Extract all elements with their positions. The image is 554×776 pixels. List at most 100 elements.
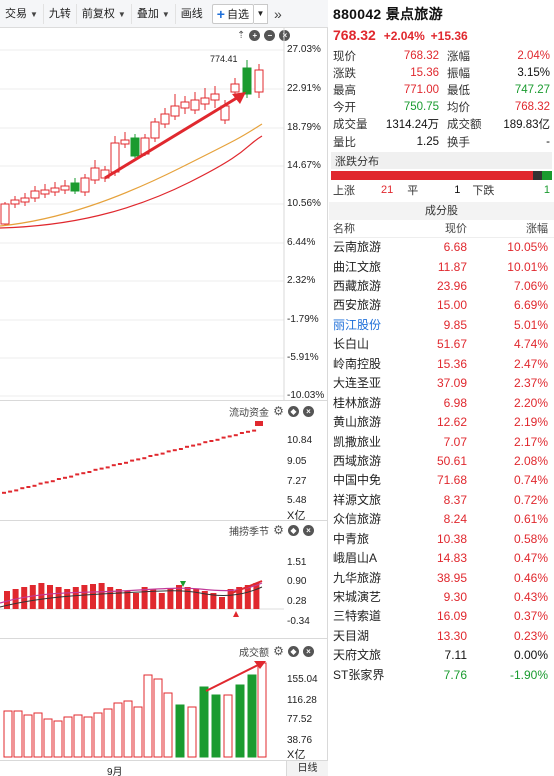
list-item[interactable]: 宋城演艺 9.30 0.43% (329, 588, 554, 607)
quote-value: 747.27 (514, 83, 550, 96)
list-item[interactable]: 祥源文旅 8.37 0.72% (329, 491, 554, 510)
settings-icon[interactable]: ◆ (288, 646, 299, 657)
gear-icon[interactable]: ⚙ (273, 523, 284, 537)
season-bar (158, 593, 165, 609)
candle-body (70, 182, 80, 192)
close-icon[interactable]: × (303, 525, 314, 536)
list-item[interactable]: 西藏旅游 23.96 7.06% (329, 277, 554, 296)
settings-icon[interactable]: ◆ (288, 525, 299, 536)
volume-pane-controls: 成交额 ⚙ ◆ × (239, 644, 314, 659)
component-change: 0.00% (513, 648, 548, 663)
trade-label: 交易 (5, 7, 27, 20)
close-icon[interactable]: × (303, 406, 314, 417)
add-watchlist-dropdown[interactable]: ▼ (253, 3, 268, 24)
flow-pane[interactable]: 流动资金 ⚙ ◆ × 10.84 9.05 7.27 5.48 X亿 (0, 400, 328, 522)
candle-body (50, 187, 60, 193)
header-name[interactable]: 名称 (333, 223, 355, 236)
season-tick: 0.28 (287, 596, 307, 607)
quote-value: 2.04% (517, 49, 550, 62)
trade-button[interactable]: 交易 ▼ (0, 3, 44, 24)
trend-arrow (231, 580, 263, 594)
list-item[interactable]: 凯撒旅业 7.07 2.17% (329, 433, 554, 452)
quote-value: - (546, 135, 550, 148)
chart-area[interactable]: 交易 ▼ 九转 前复权 ▼ 叠加 ▼ 画线 + 自选 ▼ » ⇡ + − × 27.03… (0, 0, 328, 776)
pct-tick: 10.56% (287, 198, 321, 209)
price-line: 768.32 +2.04% +15.36 (333, 27, 550, 43)
adjust-label: 前复权 (81, 7, 115, 20)
zoom-in-icon[interactable]: + (249, 30, 261, 41)
close-icon[interactable]: × (279, 30, 291, 41)
season-bar (176, 585, 182, 609)
pct-tick: 2.32% (287, 275, 316, 286)
list-item[interactable]: 大连圣亚 37.09 2.37% (329, 374, 554, 393)
volume-bar (257, 662, 267, 758)
candle-body (210, 93, 220, 101)
volume-bar (187, 706, 197, 758)
price-chart-pane[interactable]: ⇡ + − × 27.03% 22.91% 18.79% 14.67% 10.5… (0, 28, 328, 401)
component-name: 凯撒旅业 (333, 434, 382, 449)
scroll-up-icon[interactable]: ⇡ (237, 30, 246, 41)
list-item[interactable]: 九华旅游 38.95 0.46% (329, 569, 554, 588)
list-item[interactable]: 丽江股份 9.85 5.01% (329, 316, 554, 335)
volume-tick: 77.52 (287, 714, 313, 725)
volume-bar (223, 694, 233, 758)
gear-icon[interactable]: ⚙ (273, 404, 284, 418)
pct-tick: 27.03% (287, 44, 321, 55)
quote-value: 15.36 (410, 66, 439, 79)
nine-turn-button[interactable]: 九转 (44, 3, 77, 24)
settings-icon[interactable]: ◆ (288, 406, 299, 417)
list-item[interactable]: 天目湖 13.30 0.23% (329, 627, 554, 646)
header-price[interactable]: 现价 (445, 223, 467, 236)
price-change: +15.36 (430, 29, 468, 43)
volume-bar (63, 716, 73, 758)
season-pane[interactable]: 捕捞季节 ⚙ ◆ × 1.51 0.90 0.28 -0.34 (0, 520, 328, 638)
expand-icon[interactable]: » (273, 5, 282, 22)
list-item[interactable]: 西域旅游 50.61 2.08% (329, 452, 554, 471)
nine-turn-label: 九转 (48, 7, 71, 20)
list-item[interactable]: 云南旅游 6.68 10.05% (329, 238, 554, 257)
component-change: 2.37% (513, 376, 548, 391)
volume-bar (153, 678, 163, 758)
flow-pane-controls: 流动资金 ⚙ ◆ × (229, 404, 314, 419)
add-watchlist-button[interactable]: + 自选 (211, 3, 254, 24)
volume-bar (73, 714, 83, 758)
adjust-button[interactable]: 前复权 ▼ (77, 3, 132, 24)
component-change: 0.58% (513, 531, 548, 546)
list-item[interactable]: 三特索道 16.09 0.37% (329, 607, 554, 626)
list-item[interactable]: ST张家界 7.76 -1.90% (329, 666, 554, 685)
component-price: 11.87 (437, 259, 467, 274)
list-item[interactable]: 桂林旅游 6.98 2.20% (329, 394, 554, 413)
quote-row: 最高 771.00 最低 747.27 (331, 81, 552, 98)
list-item[interactable]: 西安旅游 15.00 6.69% (329, 296, 554, 315)
list-item[interactable]: 长白山 51.67 4.74% (329, 335, 554, 354)
component-change: 2.47% (513, 356, 548, 371)
season-bar (47, 585, 53, 609)
component-name: 云南旅游 (333, 240, 382, 255)
header-change[interactable]: 涨幅 (526, 223, 548, 236)
list-item[interactable]: 众信旅游 8.24 0.61% (329, 510, 554, 529)
season-bar (193, 589, 200, 609)
component-change: 4.74% (513, 337, 548, 352)
overlay-button[interactable]: 叠加 ▼ (132, 3, 176, 24)
volume-pane[interactable]: 成交额 ⚙ ◆ × 155.04 116.28 77.52 38.76 X亿 (0, 638, 328, 761)
season-bar (29, 585, 36, 609)
component-name: 大连圣亚 (333, 376, 382, 391)
volume-bar (211, 694, 221, 758)
list-item[interactable]: 黄山旅游 12.62 2.19% (329, 413, 554, 432)
list-item[interactable]: 中青旅 10.38 0.58% (329, 530, 554, 549)
list-item[interactable]: 峨眉山A 14.83 0.47% (329, 549, 554, 568)
component-price: 71.68 (436, 473, 467, 488)
component-price: 8.24 (443, 512, 467, 527)
draw-line-button[interactable]: 画线 (176, 4, 208, 24)
candle-body (230, 83, 240, 93)
list-item[interactable]: 岭南控股 15.36 2.47% (329, 355, 554, 374)
distribution-bar-up (331, 171, 533, 181)
zoom-out-icon[interactable]: − (264, 30, 276, 41)
list-item[interactable]: 曲江文旅 11.87 10.01% (329, 258, 554, 277)
close-icon[interactable]: × (303, 646, 314, 657)
quote-key: 最高 (333, 84, 356, 97)
gear-icon[interactable]: ⚙ (273, 644, 284, 658)
list-item[interactable]: 天府文旅 7.11 0.00% (329, 646, 554, 665)
tab-daily[interactable]: 日线 (286, 761, 328, 776)
list-item[interactable]: 中国中免 71.68 0.74% (329, 471, 554, 490)
